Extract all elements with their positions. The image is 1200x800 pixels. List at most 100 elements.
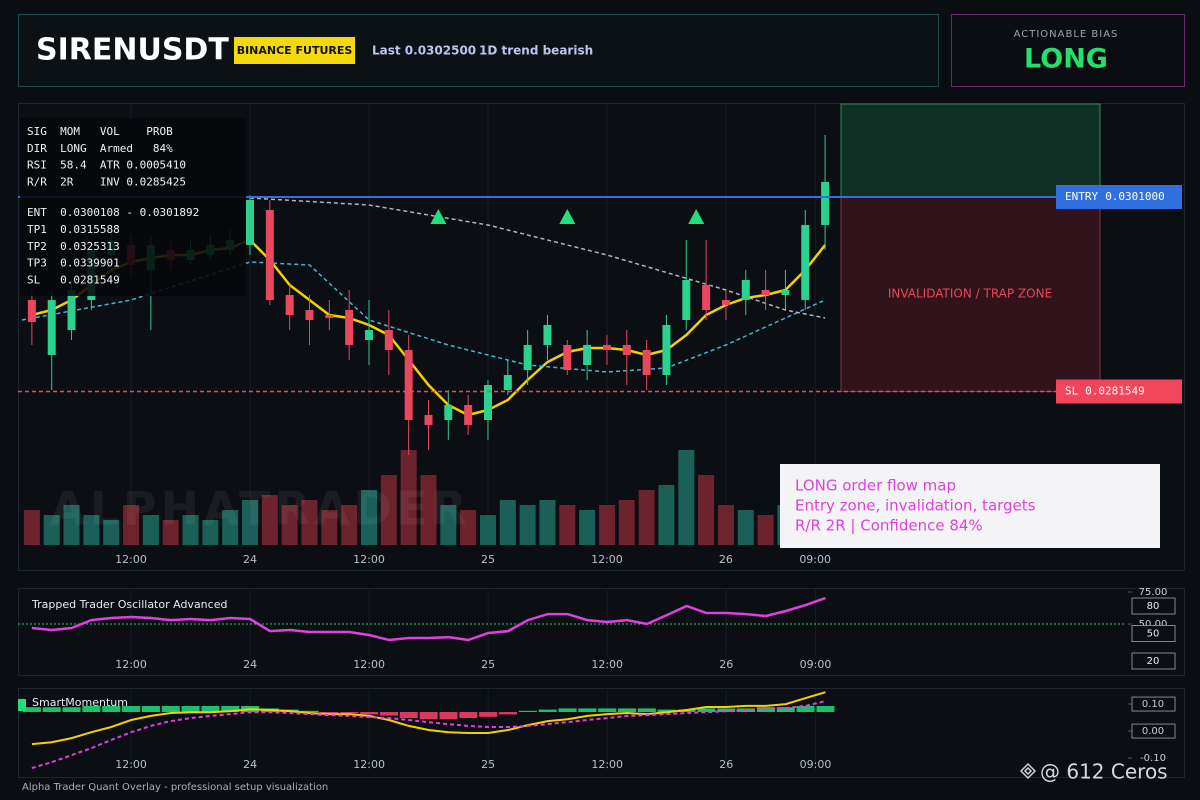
candle-body xyxy=(741,280,750,300)
volume-bar xyxy=(460,510,477,545)
level-value: 0.0301000 xyxy=(1105,190,1165,203)
histogram-bar xyxy=(637,708,656,712)
volume-bar xyxy=(400,450,417,545)
candle-body xyxy=(384,330,393,350)
trend: 1D trend bearish xyxy=(479,44,593,58)
candle-body xyxy=(583,345,592,365)
info-row: SIG MOM VOL PROB xyxy=(27,125,173,138)
volume-bar xyxy=(162,520,179,545)
candle-body xyxy=(602,345,611,350)
volume-bar xyxy=(598,505,615,545)
y-tick-label: 50.00 xyxy=(1139,619,1168,630)
level-label: 20 xyxy=(1147,656,1160,667)
info-row: DIR LONG Armed 84% xyxy=(27,142,173,155)
credit: @ 612 Ceros xyxy=(1040,760,1168,784)
volume-bar xyxy=(638,490,655,545)
candle-body xyxy=(424,415,433,425)
info-row: ENT 0.0300108 - 0.0301892 xyxy=(27,206,199,219)
candle-body xyxy=(483,385,492,420)
annotation-line: Entry zone, invalidation, targets xyxy=(795,497,1036,515)
info-panel xyxy=(20,118,246,296)
histogram-bar xyxy=(419,712,438,720)
y-tick-label: 0.10 xyxy=(1142,699,1164,710)
annotation-line: R/R 2R | Confidence 84% xyxy=(795,517,983,535)
last-price: Last 0.0302500 xyxy=(372,44,476,58)
annotation-line: LONG order flow map xyxy=(795,477,956,495)
volume-bar xyxy=(559,505,576,545)
volume-bar xyxy=(678,450,695,545)
histogram-bar xyxy=(816,706,835,712)
histogram-bar xyxy=(479,712,498,717)
histogram-bar xyxy=(379,712,398,716)
legend-swatch xyxy=(18,699,26,711)
candle-body xyxy=(801,225,810,300)
candle-body xyxy=(67,290,76,330)
histogram-bar xyxy=(221,706,240,712)
level-name: SL xyxy=(1065,385,1079,398)
x-tick-label: 12:00 xyxy=(591,658,623,671)
footer: Alpha Trader Quant Overlay - professiona… xyxy=(22,782,328,793)
annotation-box xyxy=(780,464,1160,548)
histogram-bar xyxy=(657,709,676,712)
volume-bar xyxy=(242,500,259,545)
volume-bar xyxy=(222,510,239,545)
histogram-bar xyxy=(717,708,736,712)
histogram-bar xyxy=(122,706,141,712)
momentum-panel xyxy=(18,688,1185,778)
candle-body xyxy=(662,325,671,375)
volume-bar xyxy=(43,515,60,545)
x-tick-label: 09:00 xyxy=(800,758,832,771)
line xyxy=(31,596,826,642)
x-tick-label: 26 xyxy=(719,553,733,566)
histogram-bar xyxy=(499,712,518,715)
target-zone xyxy=(840,103,1101,198)
signal-marker xyxy=(688,209,705,224)
histogram-bar xyxy=(598,708,617,712)
volume-bar xyxy=(341,505,358,545)
volume-bar xyxy=(757,515,774,545)
histogram-bar xyxy=(300,710,319,712)
zone-label: INVALIDATION / TRAP ZONE xyxy=(888,287,1052,301)
volume-bar xyxy=(83,515,100,545)
histogram-bar xyxy=(62,707,81,712)
y-tick-box xyxy=(1131,696,1176,712)
level-box xyxy=(1056,185,1182,209)
candle-body xyxy=(345,310,354,345)
x-tick-label: 12:00 xyxy=(115,553,147,566)
info-row: TP3 0.0339901 xyxy=(27,257,120,270)
volume-bar xyxy=(380,475,397,545)
candle-body xyxy=(563,345,572,370)
candle-body xyxy=(503,375,512,390)
candle-body xyxy=(265,210,274,300)
candle-body xyxy=(642,350,651,375)
info-row: SL 0.0281549 xyxy=(27,273,120,286)
volume-bar xyxy=(698,475,715,545)
candle-body xyxy=(702,285,711,310)
histogram-bar xyxy=(340,712,359,714)
volume-bar xyxy=(618,500,635,545)
x-tick-label: 26 xyxy=(719,658,733,671)
invalidation-zone xyxy=(840,196,1101,393)
candle-body xyxy=(27,300,36,322)
x-tick-label: 24 xyxy=(243,658,257,671)
x-tick-label: 12:00 xyxy=(353,553,385,566)
candle-body xyxy=(364,330,373,340)
panel-title: Trapped Trader Oscillator Advanced xyxy=(31,598,227,611)
x-tick-label: 25 xyxy=(481,553,495,566)
x-tick-label: 25 xyxy=(481,758,495,771)
info-row: RSI 58.4 ATR 0.0005410 xyxy=(27,159,186,172)
volume-bar xyxy=(499,500,516,545)
volume-bar xyxy=(440,505,457,545)
histogram-bar xyxy=(796,706,815,712)
bias-value: LONG xyxy=(1024,44,1108,75)
level-label: 50 xyxy=(1147,629,1160,640)
histogram-bar xyxy=(360,712,379,715)
header-box xyxy=(18,14,939,87)
histogram-bar xyxy=(399,712,418,718)
x-tick-label: 12:00 xyxy=(115,758,147,771)
volume-bar xyxy=(123,505,140,545)
info-row: TP2 0.0325313 xyxy=(27,240,120,253)
y-tick-box xyxy=(1131,723,1176,739)
volume-bar xyxy=(579,510,596,545)
